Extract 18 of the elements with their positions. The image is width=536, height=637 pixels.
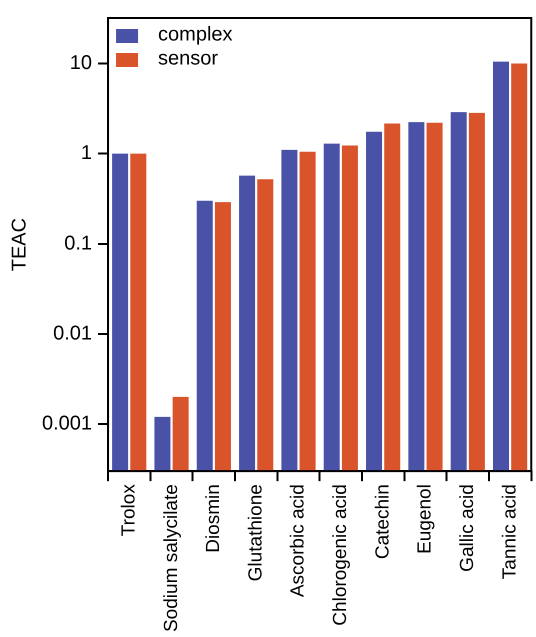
y-axis-title: TEAC — [8, 218, 31, 272]
x-tick-label: Trolox — [118, 484, 140, 536]
x-tick-label: Ascorbic acid — [288, 484, 309, 598]
y-tick-label: 10 — [70, 52, 92, 74]
x-tick-label: Diosmin — [203, 484, 224, 553]
x-tick-label: Gallic acid — [457, 484, 478, 572]
legend-label: complex — [158, 24, 233, 46]
y-tick-label: 1 — [80, 142, 92, 164]
y-tick-label: 0.001 — [42, 412, 92, 435]
y-tick-label: 0.1 — [64, 232, 92, 254]
x-tick-label: Eugenol — [414, 484, 436, 554]
x-tick-label: Catechin — [372, 484, 394, 560]
x-tick-label: Glutathione — [245, 484, 266, 582]
legend-label: sensor — [158, 48, 218, 70]
y-tick-label: 0.01 — [53, 322, 92, 344]
x-tick-label: Tannic acid — [499, 484, 520, 580]
x-tick-label: Sodium salycilate — [160, 484, 182, 632]
x-tick-label: Chlorogenic acid — [330, 484, 352, 626]
